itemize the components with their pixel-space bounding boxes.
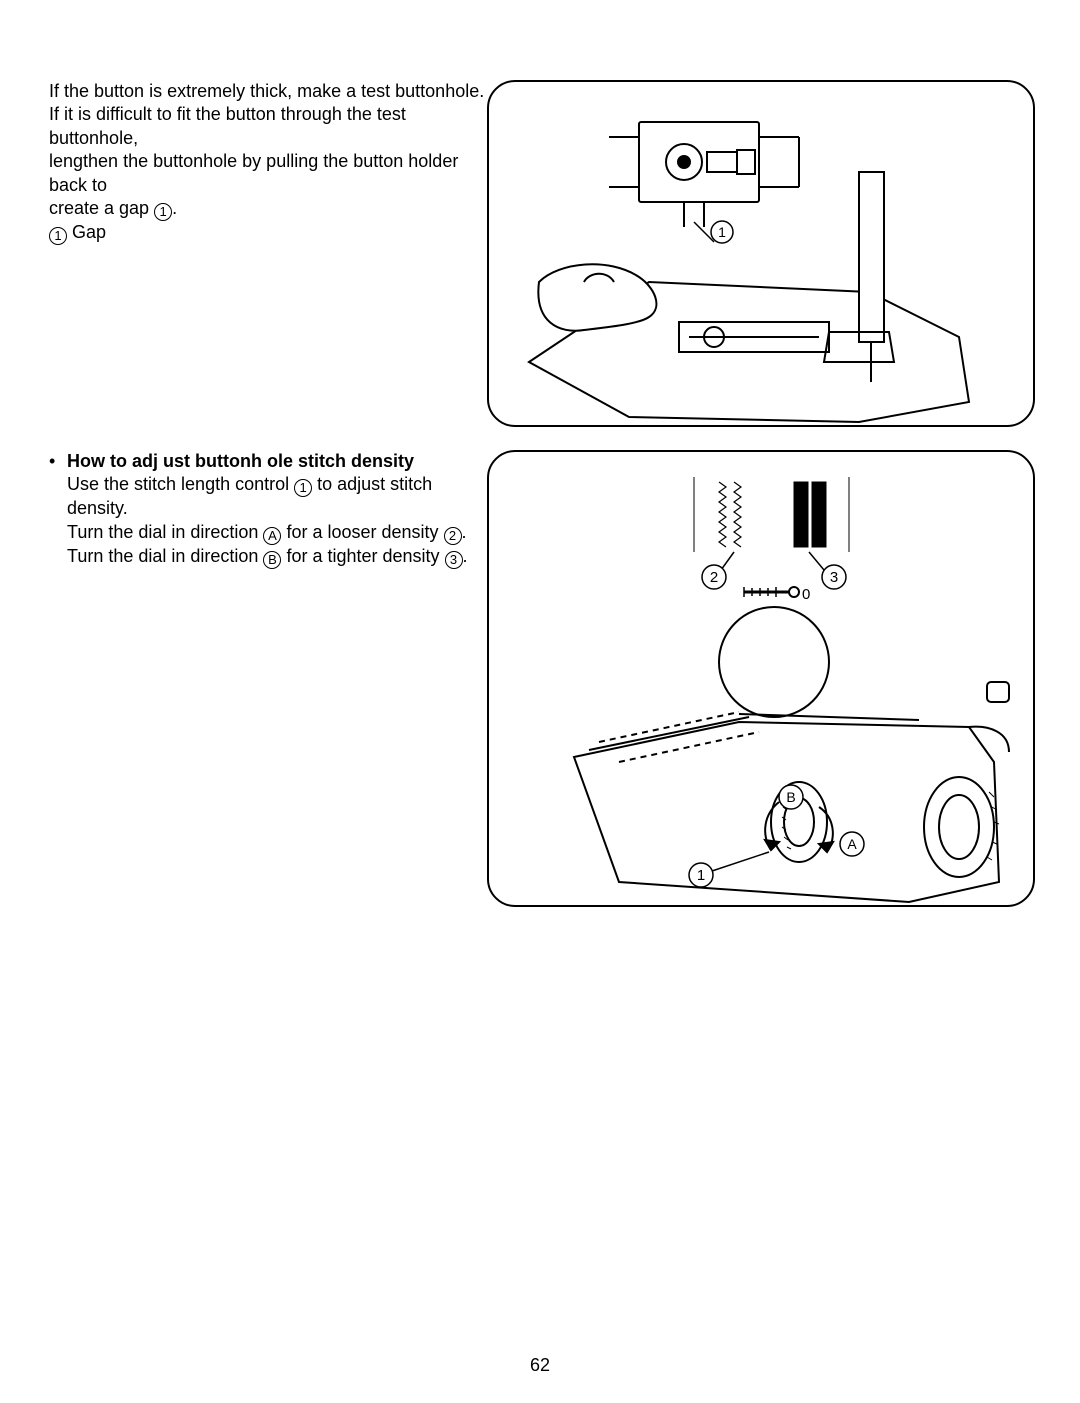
- para-line: Turn the dial in direction B for a tight…: [49, 545, 489, 569]
- para-line: create a gap 1.: [49, 197, 489, 221]
- para-line: Use the stitch length control 1 to adjus…: [49, 473, 489, 520]
- para-line: If it is difficult to fit the button thr…: [49, 103, 489, 150]
- circled-B-icon: B: [263, 551, 281, 569]
- figure-1: 1: [487, 80, 1035, 427]
- svg-text:3: 3: [830, 569, 838, 586]
- page-number: 62: [0, 1355, 1080, 1376]
- para-line: Turn the dial in direction A for a loose…: [49, 521, 489, 545]
- circled-1-icon: 1: [49, 227, 67, 245]
- section2-text: •How to adj ust buttonh ole stitch densi…: [49, 450, 489, 569]
- section1-text: If the button is extremely thick, make a…: [49, 80, 489, 245]
- svg-text:0: 0: [802, 586, 810, 603]
- manual-page: If the button is extremely thick, make a…: [0, 0, 1080, 1403]
- circled-3-icon: 3: [445, 551, 463, 569]
- svg-text:2: 2: [710, 569, 718, 586]
- svg-text:1: 1: [697, 867, 705, 884]
- para-line: lengthen the buttonhole by pulling the b…: [49, 150, 489, 197]
- svg-text:1: 1: [718, 224, 726, 240]
- svg-text:A: A: [847, 836, 857, 852]
- circled-1-icon: 1: [294, 479, 312, 497]
- svg-text:B: B: [786, 789, 795, 805]
- circled-1-icon: 1: [154, 203, 172, 221]
- figure-2: 2 3 0: [487, 450, 1035, 907]
- circled-A-icon: A: [263, 527, 281, 545]
- para-line: If the button is extremely thick, make a…: [49, 80, 489, 103]
- section2-heading: How to adj ust buttonh ole stitch densit…: [67, 451, 414, 471]
- callout-line: 1 Gap: [49, 221, 489, 245]
- circled-2-icon: 2: [444, 527, 462, 545]
- heading-line: •How to adj ust buttonh ole stitch densi…: [49, 450, 489, 473]
